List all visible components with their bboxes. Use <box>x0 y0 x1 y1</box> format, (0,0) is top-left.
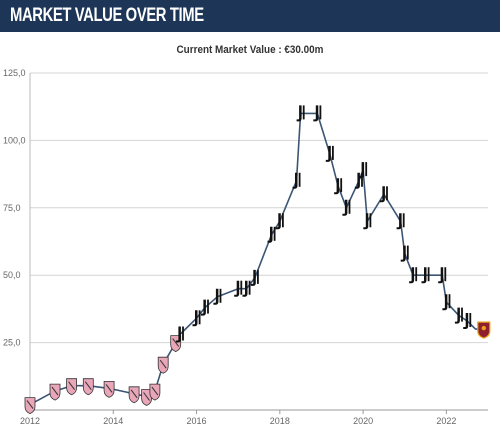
juventus-crest-icon <box>325 145 334 162</box>
page-header: MARKET VALUE OVER TIME <box>0 0 500 32</box>
juventus-crest-icon <box>463 313 472 329</box>
chart-title: Current Market Value : €30.00m <box>176 44 324 56</box>
juventus-crest-icon <box>192 310 201 327</box>
palermo-crest-icon <box>66 378 77 396</box>
juventus-crest-icon <box>400 245 409 262</box>
palermo-crest-icon <box>103 380 115 398</box>
juventus-crest-icon <box>363 213 372 230</box>
x-tick-label: 2012 <box>20 416 40 426</box>
juventus-crest-icon <box>313 105 322 122</box>
juventus-crest-icon <box>379 186 388 203</box>
juventus-crest-icon <box>213 288 222 305</box>
palermo-crest-icon <box>82 378 94 396</box>
palermo-crest-icon <box>128 386 140 404</box>
juventus-crest-icon <box>175 326 184 343</box>
juventus-crest-icon <box>409 267 418 284</box>
juventus-crest-icon <box>421 267 430 284</box>
juventus-crest-icon <box>442 294 451 311</box>
palermo-crest-icon <box>157 356 169 374</box>
x-tick-label: 2022 <box>436 416 456 426</box>
x-tick-label: 2016 <box>187 416 207 426</box>
y-tick-label: 25,0 <box>3 338 21 348</box>
market-value-line <box>29 112 484 406</box>
juventus-crest-icon <box>292 172 301 189</box>
x-tick-label: 2020 <box>353 416 373 426</box>
juventus-crest-icon <box>234 280 243 297</box>
market-value-chart: 25,0 50,0 75,0 100,0 125,0 2012 2014 2016 2018 20… <box>3 68 491 426</box>
juventus-crest-icon <box>396 213 405 230</box>
juventus-crest-icon <box>242 280 251 297</box>
juventus-crest-icon <box>334 178 343 195</box>
juventus-crest-icon <box>438 267 447 284</box>
juventus-crest-icon <box>200 299 209 316</box>
juventus-crest-icon <box>267 226 276 243</box>
x-tick-label: 2014 <box>103 416 123 426</box>
x-tick-label: 2018 <box>270 416 290 426</box>
palermo-crest-icon <box>24 397 36 415</box>
page-title: MARKET VALUE OVER TIME <box>10 5 204 26</box>
y-tick-label: 100,0 <box>3 135 26 145</box>
juventus-crest-icon <box>359 162 368 179</box>
juventus-crest-icon <box>250 269 259 286</box>
juventus-crest-icon <box>296 105 305 122</box>
juventus-crest-icon <box>275 213 284 230</box>
palermo-crest-icon <box>149 383 161 401</box>
roma-crest-icon <box>477 321 491 339</box>
y-tick-label: 50,0 <box>3 270 21 280</box>
y-tick-label: 75,0 <box>3 203 21 213</box>
palermo-crest-icon <box>49 383 61 401</box>
y-tick-label: 125,0 <box>3 68 26 78</box>
juventus-crest-icon <box>342 199 351 216</box>
palermo-crest-icon <box>141 389 153 406</box>
juventus-crest-icon <box>454 307 463 324</box>
palermo-crest-icon <box>170 335 182 353</box>
